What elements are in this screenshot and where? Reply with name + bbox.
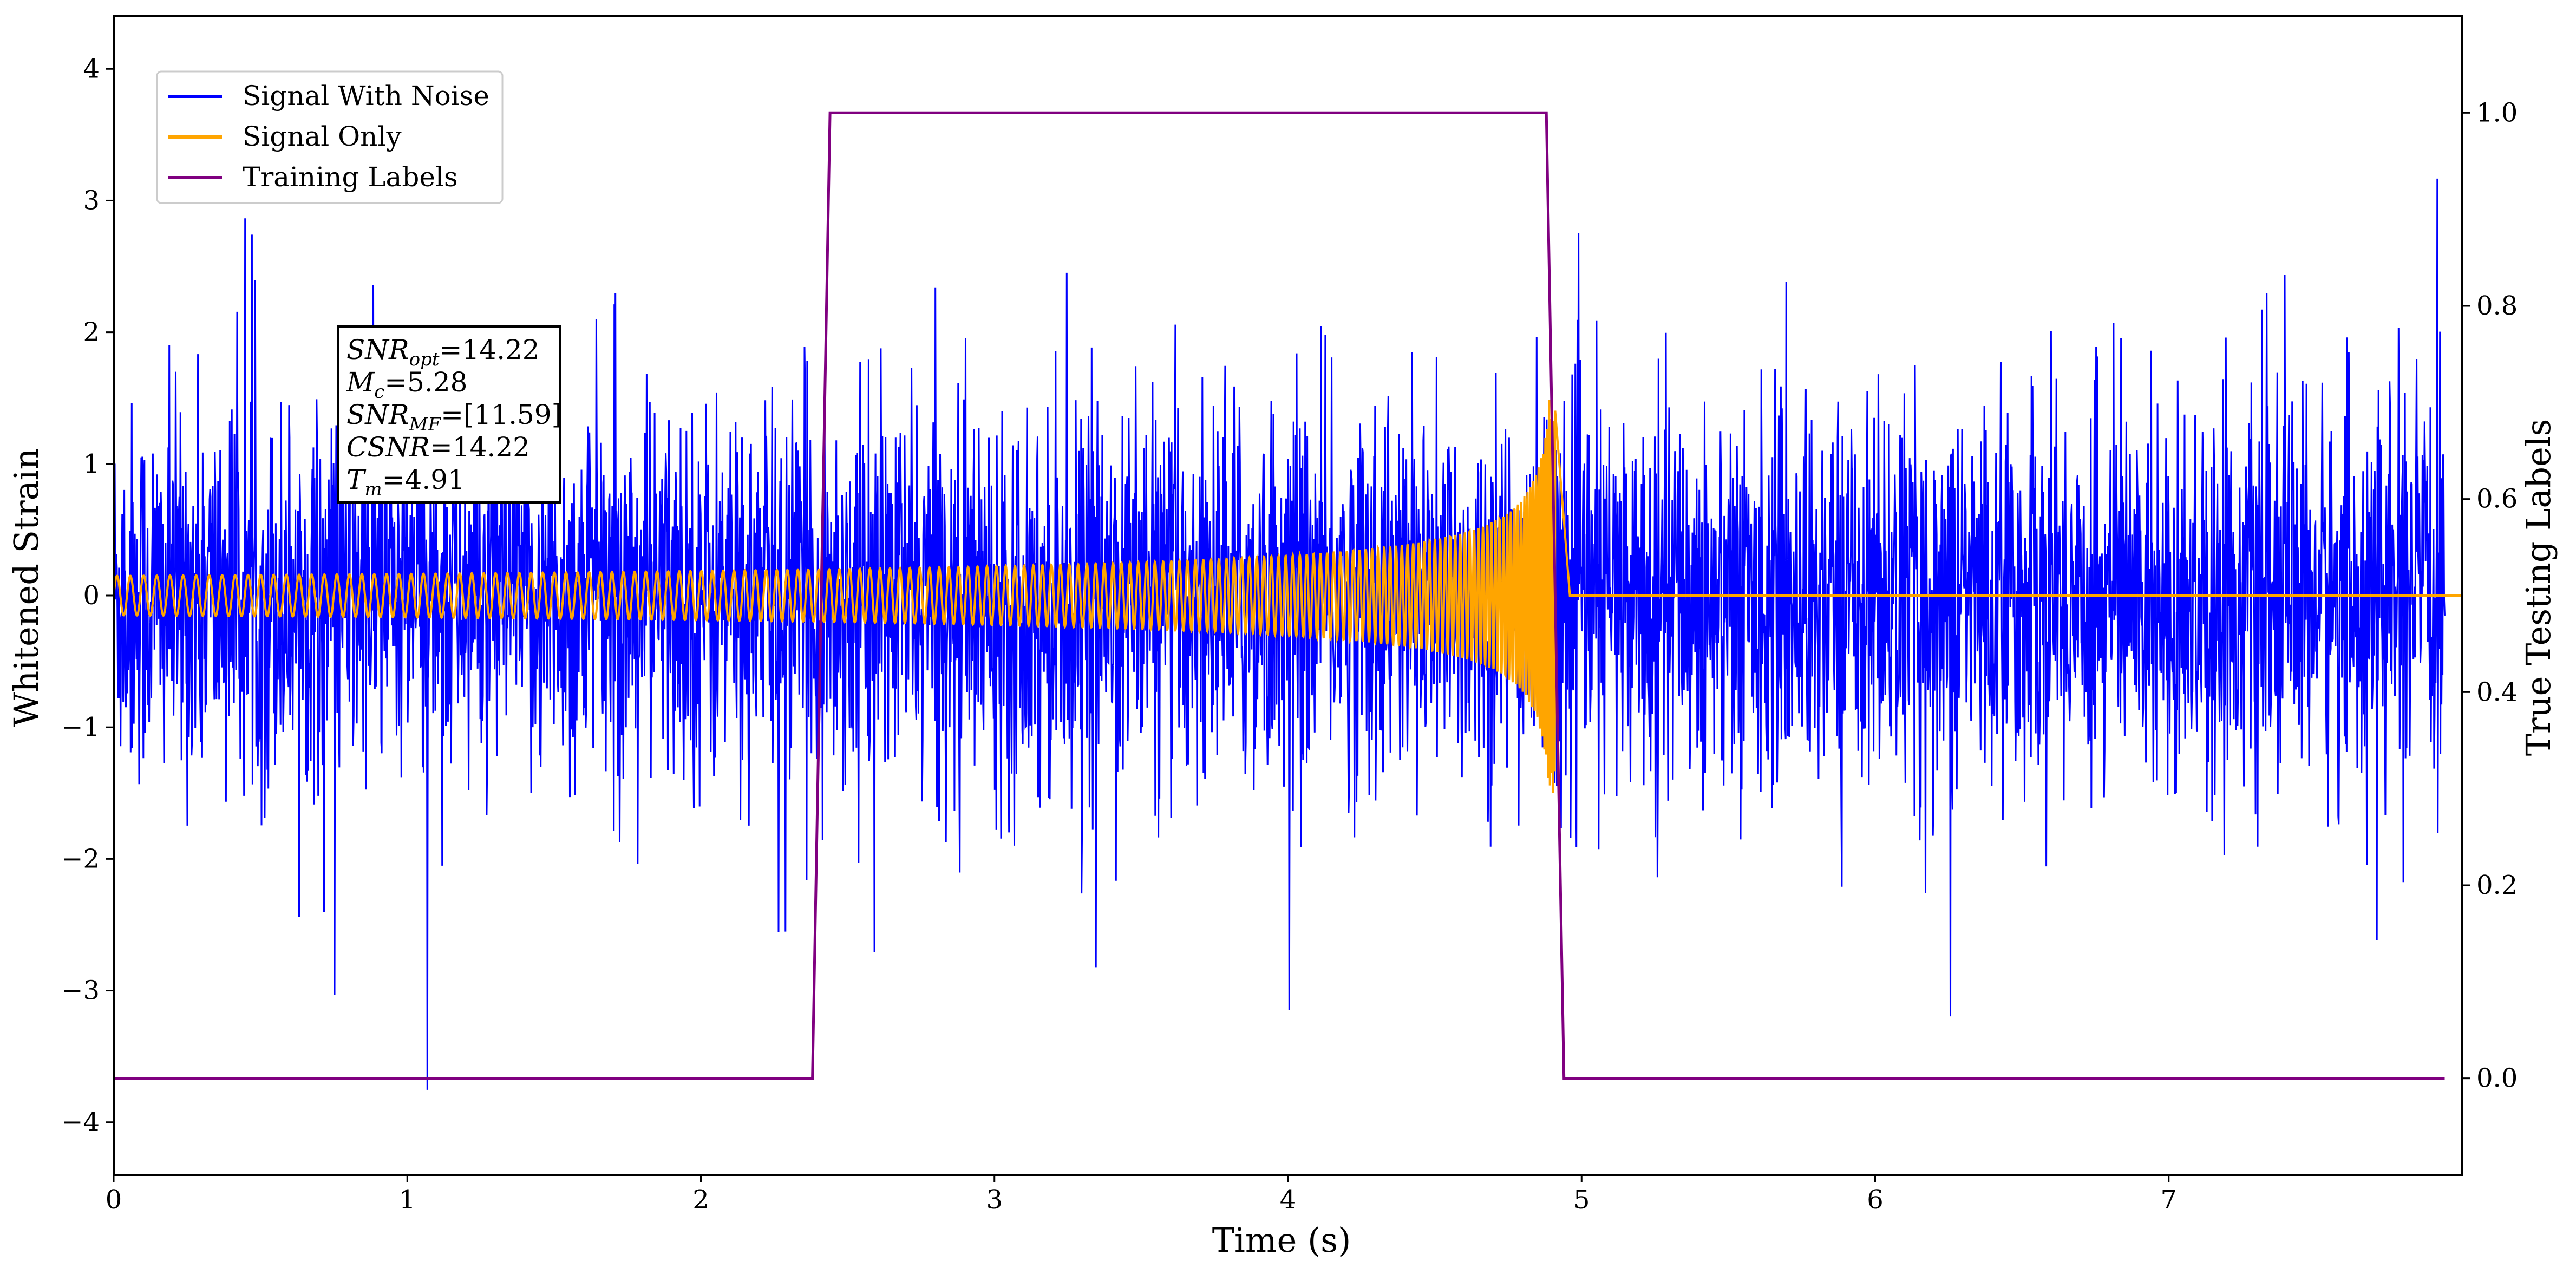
- x-tick-label: 6: [1867, 1185, 1884, 1215]
- annotation-line-csnr: CSNR=14.22: [346, 432, 530, 463]
- series-signal-with-noise: [113, 178, 2446, 1090]
- legend-box: [156, 70, 504, 204]
- annotation-line-snr-mf: SNRMF=[11.59]: [346, 399, 562, 435]
- legend-label-signal-with-noise: Signal With Noise: [243, 80, 489, 112]
- parameter-annotation-box: SNRopt=14.22 Mc=5.28 SNRMF=[11.59] CSNR=…: [337, 325, 562, 504]
- x-tick-label: 2: [692, 1185, 709, 1215]
- x-tick-label: 7: [2160, 1185, 2177, 1215]
- y2-tick-label: 0.0: [2476, 1063, 2518, 1094]
- legend-label-training-labels: Training Labels: [243, 161, 458, 193]
- y-tick-label: 1: [83, 449, 100, 479]
- y2-tick-label: 1.0: [2476, 97, 2518, 128]
- annotation-line-mc: Mc=5.28: [346, 367, 467, 403]
- x-tick-label: 3: [986, 1185, 1003, 1215]
- y-tick-label: −3: [61, 976, 100, 1006]
- y2-axis-label: True Testing Labels: [2519, 419, 2558, 756]
- x-axis-label: Time (s): [1212, 1220, 1351, 1260]
- x-tick-label: 1: [399, 1185, 416, 1215]
- y2-tick-label: 0.4: [2476, 677, 2518, 707]
- y-tick-label: 3: [83, 185, 100, 215]
- y-tick-label: −2: [61, 844, 100, 874]
- series-signal-only: [113, 400, 2462, 793]
- training-labels-line: [114, 111, 2445, 1080]
- y-tick-label: 4: [83, 54, 100, 84]
- signal-only-line: [113, 400, 2462, 793]
- y-axis-label: Whitened Strain: [6, 448, 46, 727]
- annotation-line-tm: Tm=4.91: [346, 464, 465, 500]
- y2-tick-label: 0.2: [2476, 870, 2518, 900]
- axes: 0 1 2 3 4 5 6 7 −4 −3 −2 −1 0 1 2 3 4 0.0 0.2 0.4 0.6 0.8 1.0: [61, 15, 2518, 1215]
- x-tick-label: 0: [106, 1185, 122, 1215]
- legend-label-signal-only: Signal Only: [243, 121, 402, 152]
- y-tick-label: 0: [83, 580, 100, 611]
- y-tick-label: −4: [61, 1107, 100, 1138]
- y-tick-label: 2: [83, 317, 100, 348]
- x-tick-label: 4: [1280, 1185, 1297, 1215]
- y2-tick-label: 0.6: [2476, 484, 2518, 514]
- x-tick-label: 5: [1573, 1185, 1590, 1215]
- annotation-line-snr-opt: SNRopt=14.22: [346, 334, 540, 370]
- y2-tick-label: 0.8: [2476, 291, 2518, 321]
- series-training-labels: [114, 111, 2445, 1080]
- annotation-box: [337, 325, 561, 504]
- legend: Signal With Noise Signal Only Training L…: [156, 70, 504, 204]
- y-tick-label: −1: [61, 712, 100, 742]
- signal-with-noise-line: [113, 178, 2446, 1090]
